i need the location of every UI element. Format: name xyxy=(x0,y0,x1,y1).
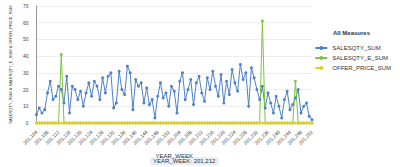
svg-text:201,244: 201,244 xyxy=(275,128,293,146)
svg-text:40: 40 xyxy=(23,53,29,59)
svg-text:SALESQTY_SUM: SALESQTY_SUM xyxy=(332,45,380,51)
svg-text:201,248: 201,248 xyxy=(286,128,304,146)
svg-text:OFFER_PRICE_SUM: OFFER_PRICE_SUM xyxy=(332,65,391,71)
svg-text:201,212: 201,212 xyxy=(186,128,204,146)
svg-text:201,236: 201,236 xyxy=(253,128,270,146)
svg-text:YEAR_WEEK: YEAR_WEEK xyxy=(156,153,193,159)
svg-text:201,152: 201,152 xyxy=(153,128,171,146)
svg-text:201,232: 201,232 xyxy=(242,128,259,146)
svg-text:201,208: 201,208 xyxy=(175,128,193,146)
svg-text:0: 0 xyxy=(26,120,29,126)
svg-text:201,252: 201,252 xyxy=(297,129,314,146)
svg-text:60: 60 xyxy=(23,20,29,26)
svg-text:All Measures: All Measures xyxy=(333,30,371,36)
svg-text:201,224: 201,224 xyxy=(220,128,237,146)
svg-text:SALESQTY_E_SUM: SALESQTY_E_SUM xyxy=(332,55,388,61)
svg-text:201,228: 201,228 xyxy=(231,128,248,146)
svg-text:201,148: 201,148 xyxy=(142,128,160,146)
svg-text:SALESQTY_SUM & SALESQTY_E_SUM: SALESQTY_SUM & SALESQTY_E_SUM & OFFER_PR… xyxy=(8,5,13,123)
svg-text:10: 10 xyxy=(23,103,29,109)
svg-text:201,132: 201,132 xyxy=(98,128,116,146)
svg-text:70: 70 xyxy=(23,3,29,9)
svg-text:201,120: 201,120 xyxy=(65,128,83,146)
svg-text:30: 30 xyxy=(23,70,29,76)
svg-text:201,128: 201,128 xyxy=(87,128,105,146)
svg-text:YEAR_WEEK: 201,212: YEAR_WEEK: 201,212 xyxy=(153,158,216,164)
svg-text:20: 20 xyxy=(23,87,29,93)
svg-text:201,124: 201,124 xyxy=(76,128,94,146)
svg-text:201,136: 201,136 xyxy=(109,128,127,146)
svg-text:201,108: 201,108 xyxy=(32,128,50,146)
svg-text:201,240: 201,240 xyxy=(264,128,282,146)
svg-text:201,112: 201,112 xyxy=(43,128,61,146)
svg-text:201,204: 201,204 xyxy=(164,128,182,146)
svg-text:50: 50 xyxy=(23,36,29,42)
svg-text:201,116: 201,116 xyxy=(54,128,72,146)
svg-text:201,144: 201,144 xyxy=(131,128,149,146)
svg-text:201,104: 201,104 xyxy=(21,128,39,146)
svg-text:201,216: 201,216 xyxy=(197,128,215,146)
svg-text:201,220: 201,220 xyxy=(209,128,226,146)
svg-text:201,140: 201,140 xyxy=(120,128,138,146)
